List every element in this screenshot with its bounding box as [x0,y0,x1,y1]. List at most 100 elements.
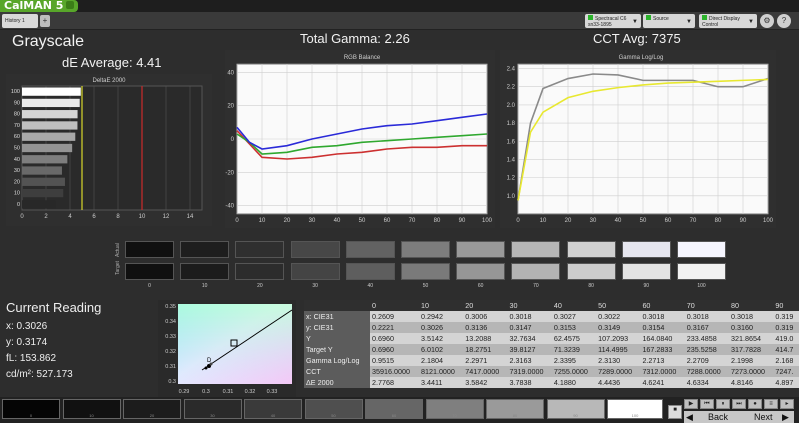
swatch-row-labels: Actual Target [115,243,123,277]
target-swatch [677,263,726,280]
grayscale-swatches: Actual Target 0 10 20 30 40 50 60 70 80 90 100 [115,241,730,293]
patch-label: 10 [89,413,94,418]
table-cell: 0.3147 [507,322,552,333]
table-cell: 2.3163 [507,355,552,366]
app-logo[interactable]: CalMAN 5 [0,0,79,12]
bottom-patch-strip: 0 10 20 30 40 50 60 70 80 90 100 [0,397,799,423]
deltae-tick-label: 12 [163,214,170,220]
swatch-label: 10 [201,283,208,289]
patch-button[interactable]: 50 [304,399,363,419]
settings-gear-icon[interactable]: ⚙ [760,14,774,28]
logo-close-icon[interactable] [66,1,75,9]
pause-button[interactable]: ⏸ [716,399,730,409]
patch-button[interactable]: 40 [244,399,302,419]
skip-forward-button[interactable]: ⏭ [732,399,746,409]
deltae-tick-label: 2 [44,214,48,220]
actual-swatch [566,241,616,258]
source-name: Source [653,16,669,22]
patch-label: 90 [573,413,578,418]
skip-back-button[interactable]: ⏮ [700,399,714,409]
table-column-header: 60 [640,300,685,311]
table-row-label: Gamma Log/Log [304,355,370,366]
table-cell: 0.319 [773,311,799,322]
patch-button[interactable]: 90 [546,399,605,419]
patch-button[interactable]: 80 [486,399,544,419]
table-cell: 0.3027 [551,311,597,322]
deltae-bar [22,188,64,198]
deltae-category-label: 50 [14,146,20,152]
deltae-category-label: 80 [14,112,20,118]
play-button[interactable]: ▶ [684,399,698,409]
cie-x-tick-label: 0.33 [267,389,278,395]
cie-x-tick-label: 0.3 [202,389,210,395]
swatch-column: 50 [401,241,450,289]
table-cell: 71.3239 [551,344,597,355]
cct-average: CCT Avg: 7375 [593,31,681,46]
table-cell: 6.0102 [418,344,464,355]
table-cell: 0.6960 [370,333,419,344]
swatch-label: 50 [422,283,429,289]
deltae-category-label: 20 [14,179,20,185]
deltae-category-label: 30 [14,168,20,174]
next-button[interactable]: Next [754,412,773,422]
rgb-x-tick-label: 40 [334,218,341,224]
table-cell: 2.7768 [370,377,419,388]
table-cell: 2.2971 [463,355,508,366]
menu-button[interactable]: ≡ [764,399,778,409]
swatch-label: 60 [477,283,484,289]
table-cell: 107.2093 [596,333,641,344]
rgb-x-tick-label: 0 [235,218,239,224]
cie-x-tick-label: 0.29 [179,389,190,395]
reading-x: x: 0.3026 [6,321,48,332]
display-dropdown[interactable]: Direct Display Control ▼ [699,14,757,28]
gamma-y-tick-label: 1.2 [507,176,516,182]
source-status-icon [646,15,651,20]
table-cell: 2.1998 [729,355,774,366]
reading-fl: fL: 153.862 [6,353,57,364]
gamma-x-tick-label: 90 [740,218,747,224]
patch-button[interactable]: 70 [425,399,484,419]
planckian-locus-line [201,309,293,371]
tab-history-1[interactable]: History 1 [2,14,38,28]
meter-dropdown[interactable]: Spectracal C6 sn33-1895 ▼ [585,14,641,28]
swatch-label: 20 [257,283,263,289]
expand-button[interactable]: ▸ [780,399,794,409]
swatch-column: 90 [621,241,671,289]
swatch-row-label-target: Target [115,261,121,275]
table-cell: 13.2088 [463,333,508,344]
add-tab-button[interactable]: + [40,15,50,27]
table-column-header: 50 [596,300,641,311]
gamma-chart-title: Gamma Log/Log [619,55,664,61]
table-cell: 2.3395 [551,355,597,366]
record-button[interactable]: ● [748,399,762,409]
back-arrow-icon: ◀ [686,412,693,422]
patch-button[interactable]: 0 [2,399,60,419]
target-swatch [235,263,285,280]
patch-button[interactable]: 10 [62,399,121,419]
table-cell: 0.3167 [684,322,730,333]
tab-label: History 1 [5,18,25,24]
stop-button[interactable]: ■ [668,405,682,419]
table-row: Gamma Log/Log 0.9515 2.1804 2.2971 2.3163 2.3… [304,355,799,366]
help-icon[interactable]: ? [777,14,791,28]
back-button[interactable]: Back [708,412,729,422]
actual-swatch [125,241,174,258]
table-cell: 2.2713 [640,355,685,366]
source-dropdown[interactable]: Source ▼ [643,14,695,28]
deltae-bar [22,132,76,141]
rgb-series-line [236,133,488,155]
patch-button[interactable]: 60 [365,399,423,419]
patch-button[interactable]: 20 [123,399,181,419]
deltae-category-label: 100 [11,89,20,95]
deltae-category-label: 40 [14,157,20,163]
cie-x-tick-label: 0.31 [223,389,234,395]
patch-button[interactable]: 100 [607,399,663,419]
table-cell: 414.7 [773,344,799,355]
rgb-y-tick-label: 0 [231,137,235,143]
patch-button[interactable]: 30 [183,399,242,419]
table-cell: 321.8654 [729,333,774,344]
patch-label: 100 [631,413,639,418]
deltae-tick-label: 6 [92,214,96,220]
table-cell: 0.3022 [596,311,641,322]
